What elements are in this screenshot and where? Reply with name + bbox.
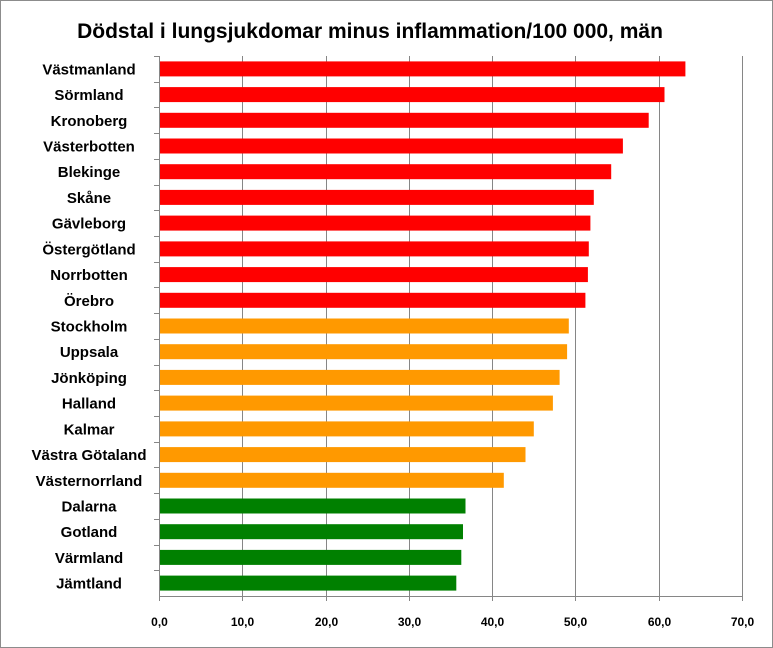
category-label: Östergötland: [42, 241, 135, 258]
bar: [160, 344, 568, 360]
category-label: Norrbotten: [50, 267, 128, 284]
x-tick-label: 60,0: [648, 615, 672, 629]
x-tick-label: 30,0: [398, 615, 422, 629]
category-label: Örebro: [64, 293, 114, 310]
x-tick-label: 70,0: [731, 615, 755, 629]
category-label: Kronoberg: [51, 113, 128, 130]
category-label: Västernorrland: [36, 473, 143, 490]
bar: [160, 498, 466, 514]
bar: [160, 292, 586, 308]
bar: [160, 87, 665, 103]
category-label: Uppsala: [60, 344, 119, 361]
category-label: Kalmar: [64, 421, 115, 438]
bar: [160, 189, 594, 205]
category-label: Stockholm: [51, 319, 128, 336]
bar: [160, 575, 457, 591]
category-label: Sörmland: [54, 87, 123, 104]
bar: [160, 369, 560, 385]
category-label: Blekinge: [58, 164, 121, 181]
bar: [160, 112, 649, 128]
x-tick-label: 50,0: [564, 615, 588, 629]
bars: [160, 61, 686, 591]
x-tick-label: 40,0: [481, 615, 505, 629]
bar: [160, 447, 526, 463]
bar: [160, 267, 588, 283]
category-label: Jönköping: [51, 370, 127, 387]
category-label: Skåne: [67, 190, 111, 207]
axes: [154, 56, 743, 601]
category-label: Jämtland: [56, 576, 122, 593]
category-label: Värmland: [55, 550, 123, 567]
bar: [160, 164, 612, 180]
x-tick-label: 0,0: [151, 615, 168, 629]
category-label: Västmanland: [42, 61, 135, 78]
bar: [160, 138, 623, 154]
bar: [160, 61, 686, 77]
category-labels: Västmanland Sörmland Kronoberg Västerbotten…: [31, 61, 146, 592]
category-label: Västerbotten: [43, 139, 135, 156]
bar: [160, 549, 462, 565]
x-tick-label: 10,0: [231, 615, 255, 629]
x-axis-tick-labels: 0,0 10,0 20,0 30,0 40,0 50,0 60,0 70,0: [151, 615, 754, 629]
category-label: Västra Götaland: [31, 447, 146, 464]
category-label: Dalarna: [61, 499, 117, 516]
chart-title: Dödstal i lungsjukdomar minus inflammati…: [77, 20, 663, 43]
bar: [160, 395, 553, 411]
bar: [160, 421, 534, 437]
bar: [160, 215, 591, 231]
category-label: Gävleborg: [52, 216, 126, 233]
x-tick-label: 20,0: [315, 615, 339, 629]
category-label: Gotland: [61, 524, 118, 541]
bar: [160, 241, 589, 257]
bar: [160, 318, 569, 334]
category-label: Halland: [62, 396, 116, 413]
bar: [160, 472, 504, 488]
bar: [160, 524, 463, 540]
